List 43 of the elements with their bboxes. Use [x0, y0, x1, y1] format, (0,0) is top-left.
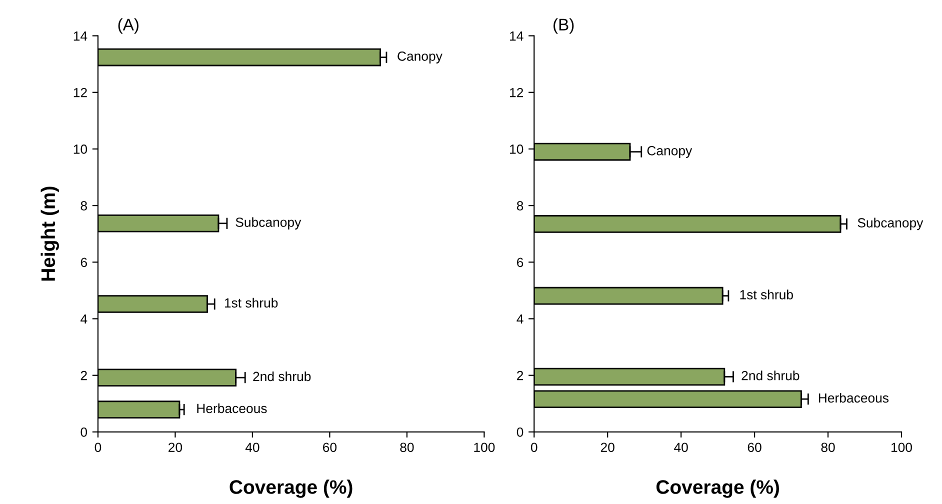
y-tick-label: 10	[74, 144, 88, 154]
x-axis-title: Coverage (%)	[230, 480, 352, 498]
annotation: 2nd shrub	[742, 370, 800, 380]
chart-title: (B)	[554, 18, 574, 34]
y-tick-label: 0	[516, 427, 524, 437]
x-tick-label: 40	[245, 442, 260, 452]
y-tick-label: 8	[516, 201, 524, 210]
y-tick-label: 12	[510, 88, 524, 98]
annotation: Canopy	[398, 51, 442, 64]
x-tick-label: 20	[168, 442, 182, 452]
y-tick-label: 0	[80, 427, 88, 437]
y-axis-title: Height (m)	[40, 186, 59, 281]
y-tick-label: 2	[80, 370, 87, 380]
annotation: Herbaceous	[818, 392, 889, 403]
x-tick-label: 0	[530, 442, 538, 452]
x-tick-label: 0	[94, 442, 102, 452]
annotation: Canopy	[647, 146, 692, 158]
annotation: 1st shrub	[740, 290, 793, 300]
x-axis-title: Coverage (%)	[656, 480, 779, 498]
annotation: 2nd shrub	[253, 371, 311, 382]
y-tick-label: 8	[80, 201, 87, 210]
x-tick-label: 100	[891, 442, 912, 452]
y-tick-label: 12	[74, 88, 87, 98]
x-tick-label: 60	[748, 442, 762, 452]
x-tick-label: 80	[821, 442, 835, 452]
y-tick-label: 10	[510, 144, 524, 154]
x-tick-label: 60	[323, 442, 337, 452]
y-tick-label: 6	[80, 258, 87, 268]
y-tick-label: 2	[517, 370, 524, 380]
x-tick-label: 40	[674, 442, 688, 452]
chart-title: (A)	[118, 18, 138, 34]
y-tick-label: 4	[80, 314, 88, 324]
annotation: 1st shrub	[224, 298, 278, 308]
y-tick-label: 6	[517, 258, 524, 268]
x-tick-label: 80	[400, 442, 414, 452]
annotation: Subcanopy	[236, 217, 302, 230]
y-tick-label: 14	[74, 31, 88, 41]
x-tick-label: 100	[474, 442, 495, 452]
y-tick-label: 14	[510, 31, 524, 41]
annotation: Subcanopy	[858, 218, 924, 230]
y-tick-label: 4	[516, 314, 524, 324]
x-tick-label: 20	[600, 442, 614, 452]
annotation: Herbaceous	[197, 403, 267, 414]
